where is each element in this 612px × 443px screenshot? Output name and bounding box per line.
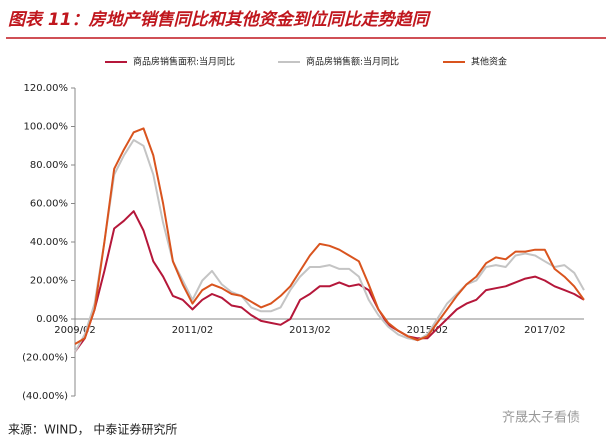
source: 来源：WIND， 中泰证券研究所: [8, 422, 177, 437]
x-tick-label: 2017/02: [524, 325, 566, 336]
y-tick-label: 0.00%: [36, 314, 68, 325]
y-tick-label: (40.00%): [22, 391, 68, 402]
x-tick-label: 2011/02: [172, 325, 214, 336]
series-line: [74, 210, 585, 353]
chart-title: 图表 11：房地产销售同比和其他资金到位同比走势趋同: [8, 10, 432, 30]
x-tick-label: 2015/02: [407, 325, 449, 336]
legend-label: 其他资金: [471, 56, 507, 68]
y-tick-label: 20.00%: [30, 276, 68, 287]
y-tick-label: 100.00%: [24, 122, 69, 133]
y-tick-label: 60.00%: [30, 199, 68, 210]
y-tick-label: 120.00%: [24, 83, 69, 94]
series-line: [74, 127, 585, 345]
legend-label: 商品房销售额:当月同比: [306, 56, 399, 68]
legend-label: 商品房销售面积:当月同比: [133, 56, 235, 68]
y-tick-label: (20.00%): [22, 353, 68, 364]
series-line: [74, 139, 585, 353]
y-tick-label: 40.00%: [30, 237, 68, 248]
y-tick-label: 80.00%: [30, 160, 68, 171]
x-tick-label: 2013/02: [289, 325, 331, 336]
x-tick-label: 2009/02: [54, 325, 96, 336]
watermark: 齐晟太子看债: [502, 410, 580, 426]
